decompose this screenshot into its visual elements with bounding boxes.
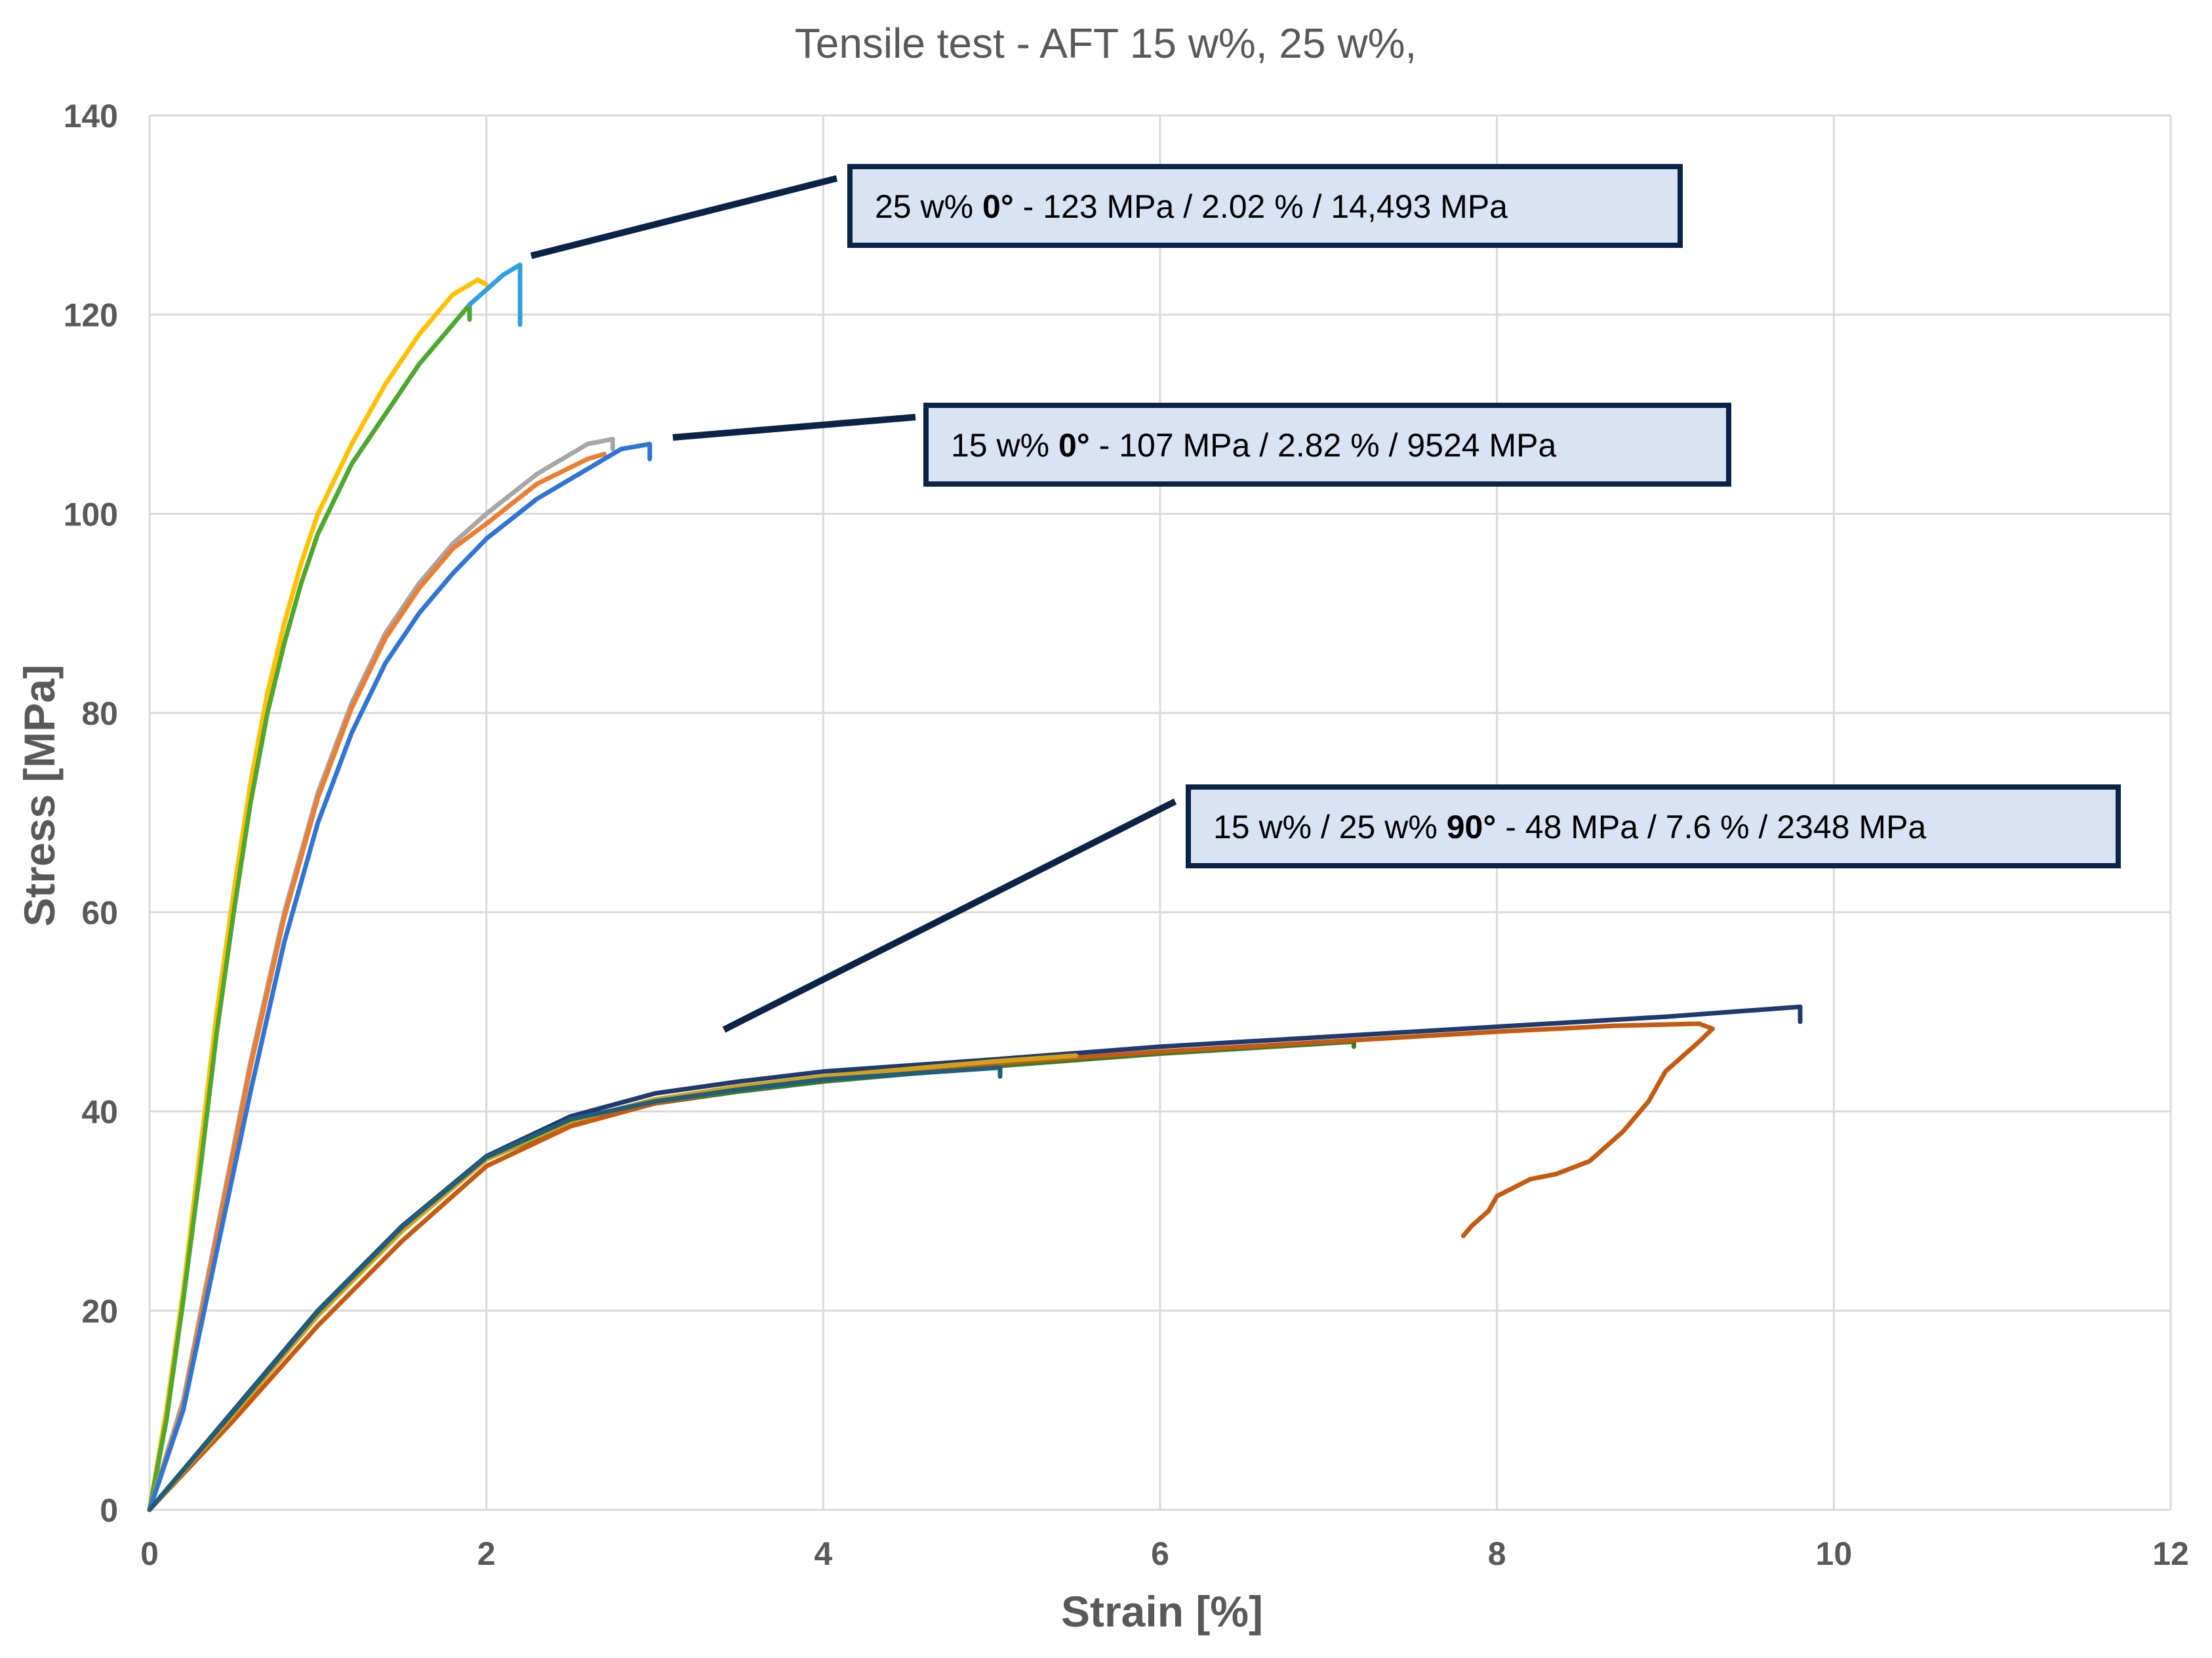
x-tick-label: 8 xyxy=(1488,1535,1506,1572)
annotation-label: 15 w% / 25 w% 90° - 48 MPa / 7.6 % / 234… xyxy=(1213,809,1926,845)
y-tick-label: 40 xyxy=(81,1094,118,1131)
grid xyxy=(148,114,2172,1511)
series-line-9 xyxy=(147,1021,1715,1512)
annotation-label-post: - 48 MPa / 7.6 % / 2348 MPa xyxy=(1496,809,1926,845)
x-tick-label: 10 xyxy=(1816,1535,1853,1572)
annotation-label-post: - 107 MPa / 2.82 % / 9524 MPa xyxy=(1090,427,1557,464)
chart-title: Tensile test - AFT 15 w%, 25 w%, xyxy=(795,20,1417,67)
y-tick-label: 0 xyxy=(100,1492,118,1529)
x-axis-title: Strain [%] xyxy=(1061,1587,1263,1636)
x-tick-label: 12 xyxy=(2152,1535,2189,1572)
series-line-6 xyxy=(147,441,653,1512)
annotation-label: 15 w% 0° - 107 MPa / 2.82 % / 9524 MPa xyxy=(951,427,1556,464)
annotation-label-pre: 15 w% xyxy=(951,427,1058,464)
x-tick-label: 2 xyxy=(477,1535,496,1572)
y-axis-title: Stress [MPa] xyxy=(15,664,64,927)
series-group xyxy=(147,262,1803,1512)
annotation-label-bold: 0° xyxy=(982,188,1014,225)
annotation-label-bold: 0° xyxy=(1058,427,1090,464)
y-tick-label: 100 xyxy=(64,496,118,533)
y-tick-label: 20 xyxy=(81,1293,118,1329)
annotation-box xyxy=(1186,784,2121,868)
annotation-leader-line xyxy=(672,414,916,441)
y-tick-label: 80 xyxy=(81,695,118,732)
annotation-label-bold: 90° xyxy=(1447,809,1497,845)
series-line-5 xyxy=(147,451,607,1512)
x-tick-label: 4 xyxy=(814,1535,832,1572)
y-tick-label: 140 xyxy=(64,98,118,134)
series-line-11 xyxy=(147,1065,1003,1512)
annotation-label-pre: 25 w% xyxy=(875,188,982,225)
annotation-box xyxy=(923,403,1731,487)
annotation-label-pre: 15 w% / 25 w% xyxy=(1213,809,1447,845)
annotation-label-post: - 123 MPa / 2.02 % / 14,493 MPa xyxy=(1014,188,1508,225)
annotation-leader-line xyxy=(722,798,1177,1033)
annotation-leader-line xyxy=(530,175,838,259)
annotation-box xyxy=(847,164,1683,248)
x-tick-label: 6 xyxy=(1151,1535,1169,1572)
series-line-2 xyxy=(147,302,472,1512)
annotations: 25 w% 0° - 123 MPa / 2.02 % / 14,493 MPa… xyxy=(530,164,2121,1033)
series-line-3 xyxy=(467,262,523,327)
y-tick-label: 120 xyxy=(64,297,118,334)
x-tick-label: 0 xyxy=(140,1535,159,1572)
annotation-label: 25 w% 0° - 123 MPa / 2.02 % / 14,493 MPa xyxy=(875,188,1508,225)
y-tick-label: 60 xyxy=(81,895,118,931)
